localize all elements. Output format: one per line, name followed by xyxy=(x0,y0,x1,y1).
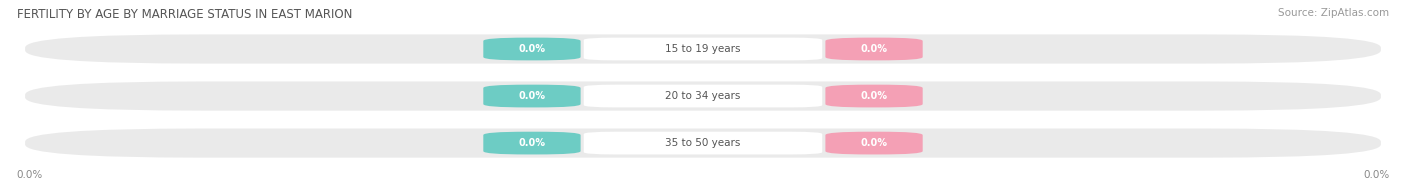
FancyBboxPatch shape xyxy=(484,85,581,107)
Text: 0.0%: 0.0% xyxy=(519,91,546,101)
Text: 0.0%: 0.0% xyxy=(860,91,887,101)
FancyBboxPatch shape xyxy=(825,132,922,154)
FancyBboxPatch shape xyxy=(25,82,1381,111)
FancyBboxPatch shape xyxy=(583,85,823,107)
FancyBboxPatch shape xyxy=(25,129,1381,158)
Text: 0.0%: 0.0% xyxy=(860,44,887,54)
FancyBboxPatch shape xyxy=(583,38,823,60)
Text: 35 to 50 years: 35 to 50 years xyxy=(665,138,741,148)
Text: 0.0%: 0.0% xyxy=(519,138,546,148)
FancyBboxPatch shape xyxy=(583,132,823,154)
Text: 0.0%: 0.0% xyxy=(860,138,887,148)
Text: Source: ZipAtlas.com: Source: ZipAtlas.com xyxy=(1278,8,1389,18)
FancyBboxPatch shape xyxy=(25,34,1381,64)
Text: 20 to 34 years: 20 to 34 years xyxy=(665,91,741,101)
FancyBboxPatch shape xyxy=(484,132,581,154)
Text: 15 to 19 years: 15 to 19 years xyxy=(665,44,741,54)
FancyBboxPatch shape xyxy=(484,38,581,60)
Text: FERTILITY BY AGE BY MARRIAGE STATUS IN EAST MARION: FERTILITY BY AGE BY MARRIAGE STATUS IN E… xyxy=(17,8,353,21)
FancyBboxPatch shape xyxy=(825,38,922,60)
Text: 0.0%: 0.0% xyxy=(519,44,546,54)
Text: 0.0%: 0.0% xyxy=(17,170,44,180)
Text: 0.0%: 0.0% xyxy=(1362,170,1389,180)
FancyBboxPatch shape xyxy=(825,85,922,107)
